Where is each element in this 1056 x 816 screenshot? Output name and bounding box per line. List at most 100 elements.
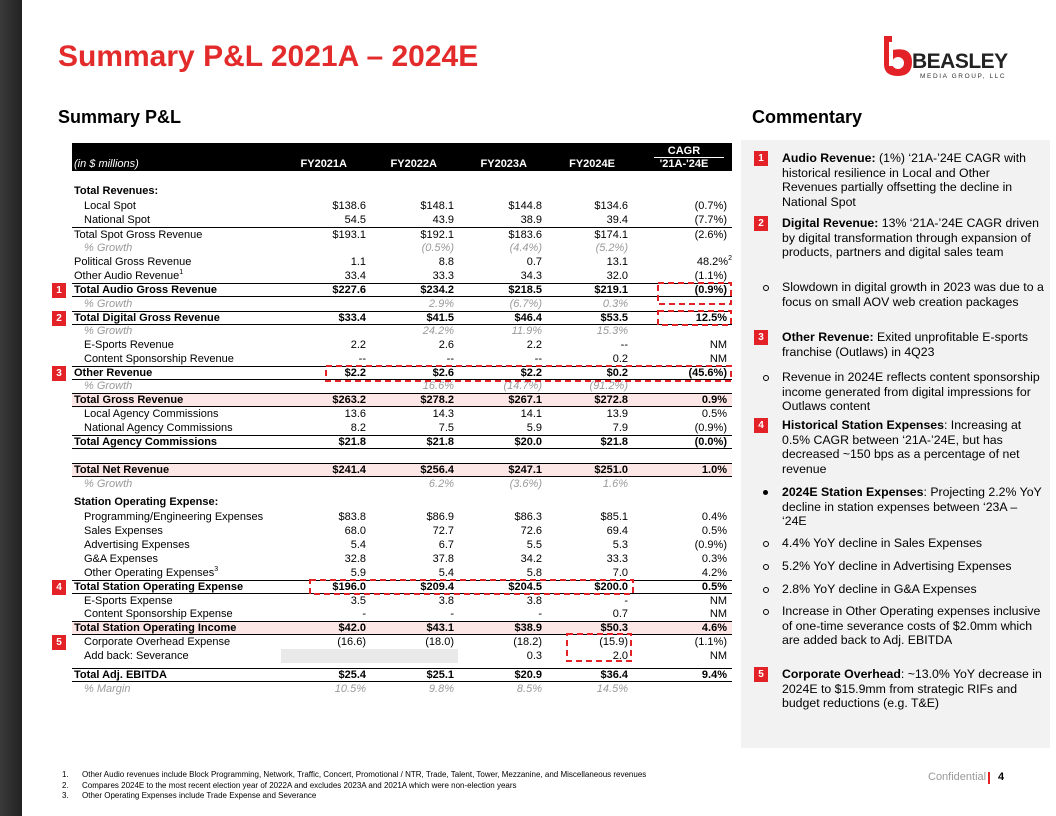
value-cell: (45.6%) — [637, 366, 727, 380]
column-header: FY2021A — [300, 158, 347, 170]
value-cell: NM — [637, 594, 727, 608]
value-cell: 69.4 — [538, 524, 628, 538]
value-cell: 14.3 — [364, 407, 454, 421]
commentary-item: Other Revenue: Exited unprofitable E-spo… — [782, 330, 1044, 359]
commentary-item: Slowdown in digital growth in 2023 was d… — [782, 280, 1044, 309]
value: $20.0 — [514, 436, 542, 448]
value-cell: 32.0 — [538, 269, 628, 283]
value: 0.4% — [701, 511, 727, 523]
commentary-item: 2.8% YoY decline in G&A Expenses — [782, 582, 1044, 597]
table-row: Total Station Operating Expense $196.0 $20… — [72, 580, 732, 594]
value: 5.4 — [438, 567, 454, 579]
value-cell: 2.2 — [276, 338, 366, 352]
table-row: Political Gross Revenue 1.1 8.8 0.7 13.1 48.2… — [72, 255, 732, 269]
value: 32.8 — [344, 553, 366, 565]
value: 37.8 — [432, 553, 454, 565]
value: 39.4 — [606, 214, 628, 226]
value: $33.4 — [338, 312, 366, 324]
badge: 4 — [754, 418, 768, 433]
value: (15.9) — [599, 636, 628, 648]
value-cell: (3.6%) — [452, 477, 542, 491]
text: Exited unprofitable E-sports franchise (… — [782, 330, 1029, 359]
sub-bullet — [763, 541, 769, 547]
value: $196.0 — [332, 581, 366, 593]
value-cell: 5.9 — [452, 421, 542, 435]
value: 0.3 — [526, 650, 542, 662]
value: 5.5 — [526, 539, 542, 551]
value: 54.5 — [344, 214, 366, 226]
value-cell: 14.1 — [452, 407, 542, 421]
value-cell: 0.5% — [637, 407, 727, 421]
footnote-number: 3. — [62, 791, 69, 800]
row-label-text: Total Agency Commissions — [74, 436, 218, 448]
table-row: E-Sports Revenue 2.2 2.6 2.2 -- NM — [72, 338, 732, 352]
row-label: National Spot — [84, 213, 150, 227]
value-cell: 11.9% — [452, 324, 542, 338]
value-cell: 0.3% — [637, 552, 727, 566]
value: 72.6 — [520, 525, 542, 537]
table-row: Corporate Overhead Expense (16.6) (18.0) (1… — [72, 635, 732, 649]
value-cell: 0.3 — [452, 649, 542, 663]
row-label: % Growth — [84, 297, 132, 311]
value: 13.6 — [344, 408, 366, 420]
value: $38.9 — [514, 622, 542, 634]
table-row: National Agency Commissions 8.2 7.5 5.9 7.9 (… — [72, 421, 732, 435]
footnote-text: Other Operating Expenses include Trade E… — [82, 791, 317, 800]
page-number: 4 — [998, 771, 1005, 783]
value: 34.3 — [520, 270, 542, 282]
value-cell: 54.5 — [276, 213, 366, 227]
value-cell: (91.2%) — [538, 379, 628, 393]
value-cell: 2.6 — [364, 338, 454, 352]
row-label: Total Adj. EBITDA — [74, 668, 167, 682]
table-row: % Growth (0.5%) (4.4%) (5.2%) — [72, 241, 732, 255]
badge: 4 — [52, 580, 66, 595]
value: 4.2% — [701, 567, 727, 579]
table-row: Sales Expenses 68.0 72.7 72.6 69.4 0.5% — [72, 524, 732, 538]
row-label: Total Station Operating Expense — [74, 580, 243, 594]
row-label-text: G&A Expenses — [84, 553, 158, 565]
value: (91.2%) — [589, 380, 628, 392]
value: 4.6% — [701, 622, 727, 634]
value: 5.9 — [350, 567, 366, 579]
table-header: (in $ millions) CAGR '21A-'24E FY2021A FY… — [72, 143, 732, 171]
row-label: % Growth — [84, 477, 132, 491]
table-row: E-Sports Expense 3.5 3.8 3.8 - NM — [72, 594, 732, 608]
badge: 2 — [52, 311, 66, 326]
table-row: National Spot 54.5 43.9 38.9 39.4 (7.7%) — [72, 213, 732, 227]
row-label-text: Total Revenues: — [74, 185, 159, 197]
lead: Audio Revenue: — [782, 151, 876, 165]
value-cell: (2.6%) — [637, 228, 727, 242]
value-cell: $50.3 — [538, 621, 628, 635]
commentary-item: Revenue in 2024E reflects content sponso… — [782, 370, 1044, 414]
value: 5.3 — [612, 539, 628, 551]
value-cell: 0.7 — [452, 255, 542, 269]
value: 3.8 — [526, 595, 542, 607]
value-cell: 4.2% — [637, 566, 727, 580]
value-cell: 34.2 — [452, 552, 542, 566]
row-label-text: National Spot — [84, 214, 151, 226]
side-strip — [0, 0, 22, 816]
table-heading: Summary P&L — [58, 107, 182, 127]
value: $134.6 — [594, 200, 628, 212]
value-cell: $193.1 — [276, 228, 366, 242]
value: 5.9 — [526, 422, 542, 434]
value: $193.1 — [332, 229, 366, 241]
footnote-ref: 1 — [179, 269, 184, 276]
value-cell: $241.4 — [276, 463, 366, 477]
badge: 2 — [754, 216, 768, 231]
value-cell: 1.6% — [538, 477, 628, 491]
value: 33.3 — [432, 270, 454, 282]
value: $46.4 — [514, 312, 542, 324]
row-label-text: Advertising Expenses — [84, 539, 190, 551]
value: 68.0 — [344, 525, 366, 537]
value-cell: -- — [364, 352, 454, 366]
value-cell: $272.8 — [538, 393, 628, 407]
value-cell: $21.8 — [538, 435, 628, 449]
lead: Digital Revenue: — [782, 216, 879, 230]
value-cell: 2.2 — [452, 338, 542, 352]
value-cell: (0.9%) — [637, 538, 727, 552]
row-label: Other Audio Revenue1 — [74, 269, 183, 283]
row-label: Add back: Severance — [84, 649, 189, 663]
value: $144.8 — [508, 200, 542, 212]
commentary-item: 4.4% YoY decline in Sales Expenses — [782, 536, 1044, 551]
